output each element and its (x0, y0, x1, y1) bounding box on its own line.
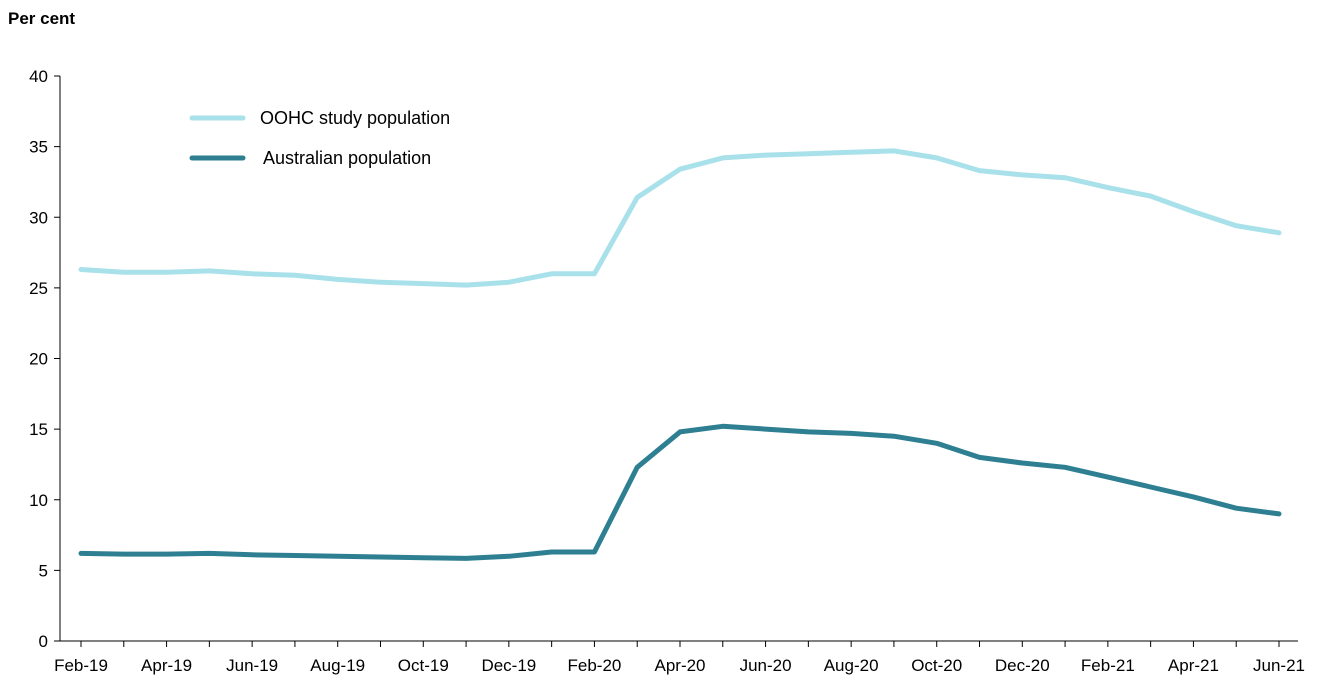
y-tick-label: 35 (29, 138, 48, 157)
x-tick-label: Dec-19 (481, 656, 536, 675)
y-tick-label: 30 (29, 208, 48, 227)
x-tick-label: Jun-20 (740, 656, 792, 675)
series-lines (78, 148, 1282, 561)
x-tick-label: Oct-20 (911, 656, 962, 675)
x-tick-label: Feb-21 (1081, 656, 1135, 675)
legend: OOHC study population Australian populati… (189, 108, 450, 168)
x-tick-label: Jun-21 (1253, 656, 1305, 675)
x-ticks: Feb-19 Apr-19 Jun-19 Aug-19 Oct-19 Dec-19 Feb-… (54, 641, 1305, 675)
y-tick-label: 5 (39, 561, 48, 580)
y-tick-label: 0 (39, 632, 48, 651)
x-tick-label: Oct-19 (398, 656, 449, 675)
x-tick-label: Dec-20 (995, 656, 1050, 675)
x-tick-label: Apr-19 (141, 656, 192, 675)
x-tick-label: Apr-21 (1168, 656, 1219, 675)
y-tick-label: 20 (29, 350, 48, 369)
series-line-2 (78, 423, 1282, 561)
legend-label: Australian population (263, 148, 431, 168)
x-tick-label: Aug-20 (824, 656, 879, 675)
series-line-1 (78, 148, 1282, 288)
y-tick-label: 25 (29, 279, 48, 298)
x-tick-label: Aug-19 (310, 656, 365, 675)
x-tick-label: Feb-20 (567, 656, 621, 675)
y-tick-label: 40 (29, 67, 48, 86)
y-ticks: 0 5 10 15 20 25 30 35 40 (29, 67, 60, 651)
y-tick-label: 15 (29, 420, 48, 439)
y-axis-label: Per cent (8, 9, 75, 28)
y-tick-label: 10 (29, 491, 48, 510)
x-tick-label: Feb-19 (54, 656, 108, 675)
x-tick-label: Apr-20 (654, 656, 705, 675)
x-tick-label: Jun-19 (226, 656, 278, 675)
legend-label: OOHC study population (260, 108, 450, 128)
